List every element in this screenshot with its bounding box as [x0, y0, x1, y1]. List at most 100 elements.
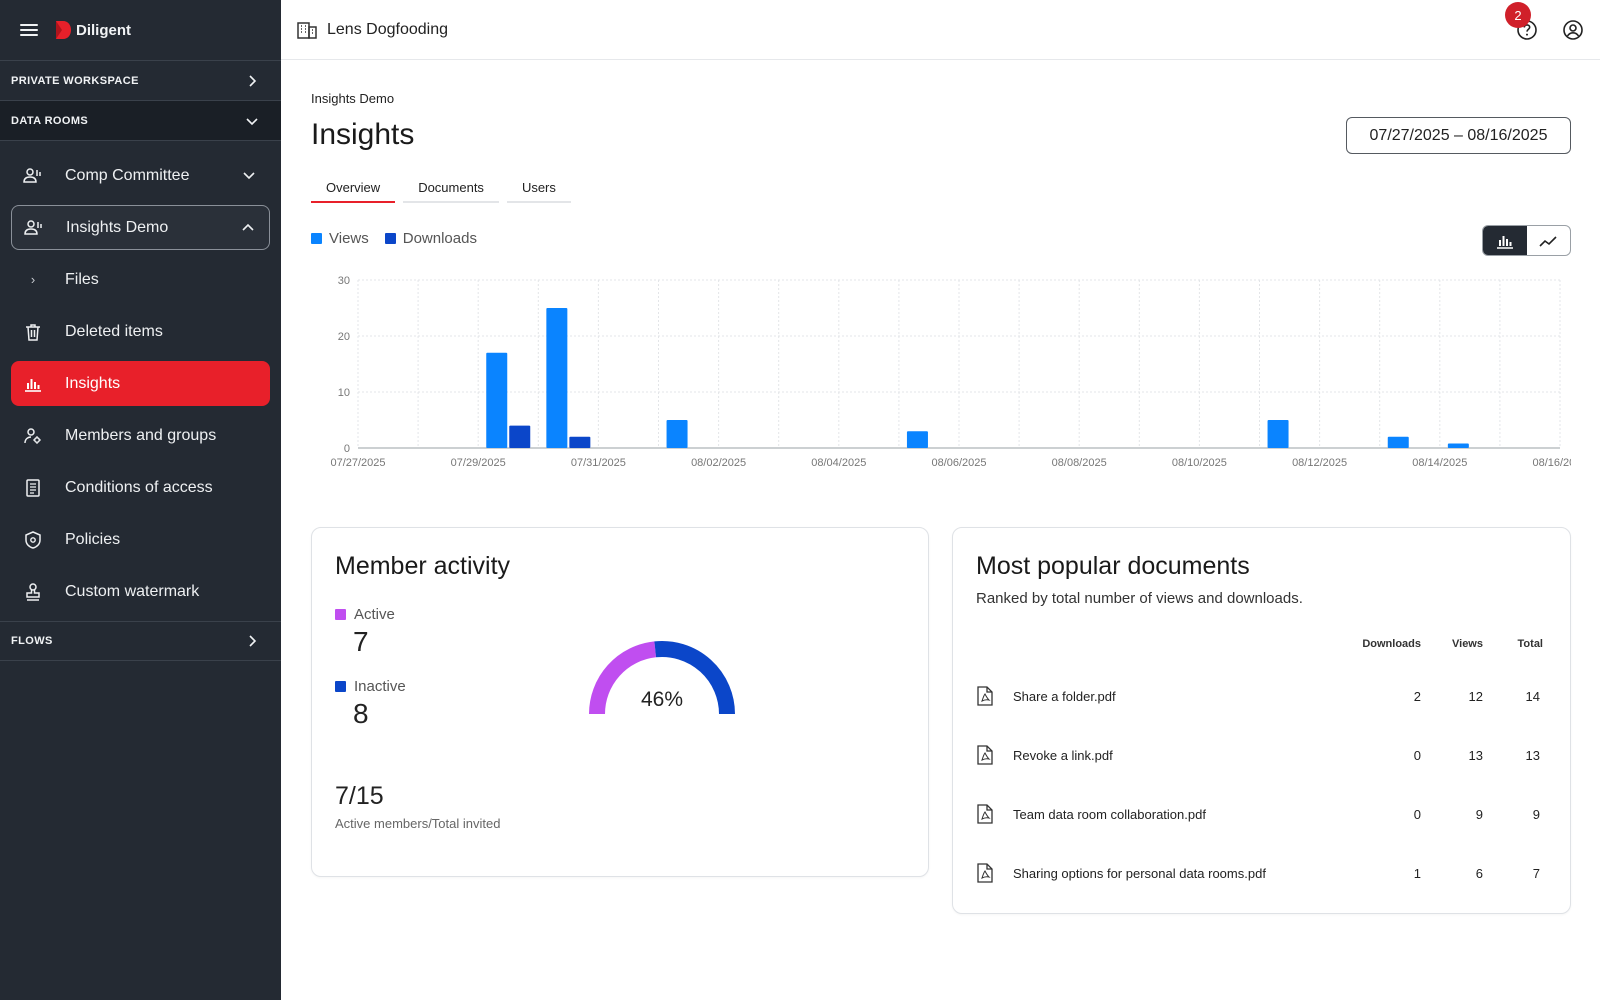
bar-views-08/13/2025[interactable] — [1387, 436, 1409, 448]
active-label: Active — [354, 606, 395, 623]
bar-chart-icon — [23, 374, 43, 394]
flows-label: FLOWS — [11, 635, 53, 647]
chevron-right-icon — [249, 74, 257, 87]
bar-views-08/14/2025[interactable] — [1447, 443, 1469, 448]
bar-downloads-07/30/2025[interactable] — [569, 436, 591, 448]
sidebar-item-custom-watermark[interactable]: Custom watermark — [11, 569, 270, 614]
document-row[interactable]: Sharing options for personal data rooms.… — [953, 853, 1572, 893]
active-swatch — [335, 609, 346, 620]
column-header-total[interactable]: Total — [1517, 638, 1543, 650]
column-header-views[interactable]: Views — [1452, 638, 1483, 650]
line-chart-toggle[interactable] — [1527, 226, 1571, 255]
document-downloads: 1 — [1413, 865, 1421, 881]
document-list-icon — [23, 478, 43, 498]
active-ratio-label: Active members/Total invited — [335, 816, 501, 831]
bar-views-08/01/2025[interactable] — [666, 420, 688, 448]
tab-users[interactable]: Users — [506, 172, 571, 203]
sidebar-nav: Comp Committee Insights Demo › Files Del… — [0, 140, 281, 614]
bar-views-08/05/2025[interactable] — [906, 431, 928, 448]
document-total: 13 — [1525, 747, 1540, 763]
x-tick-label: 08/14/2025 — [1412, 457, 1467, 469]
building-icon — [297, 21, 317, 39]
account-button[interactable] — [1551, 8, 1595, 52]
page-title: Insights — [311, 118, 415, 151]
sidebar-item-insights-demo[interactable]: Insights Demo — [11, 205, 270, 250]
pdf-file-icon — [977, 686, 993, 706]
sidebar-item-label: Policies — [65, 530, 121, 548]
active-value: 7 — [353, 626, 369, 657]
pdf-file-icon — [977, 745, 993, 765]
top-bar: Lens Dogfooding 2 — [281, 0, 1600, 60]
x-tick-label: 08/12/2025 — [1292, 457, 1347, 469]
bar-chart-toggle[interactable] — [1483, 226, 1527, 255]
inactive-swatch — [335, 681, 346, 692]
inactive-label-row: Inactive — [335, 678, 406, 695]
legend-label-views: Views — [329, 230, 369, 247]
sidebar-item-label: Members and groups — [65, 426, 217, 444]
column-header-downloads[interactable]: Downloads — [1362, 638, 1421, 650]
legend-item-views[interactable]: Views — [311, 230, 369, 247]
data-rooms-label: DATA ROOMS — [11, 114, 89, 127]
bar-views-08/11/2025[interactable] — [1267, 420, 1289, 448]
sidebar-item-deleted-items[interactable]: Deleted items — [11, 309, 270, 354]
document-total: 9 — [1532, 806, 1540, 822]
notification-badge: 2 — [1505, 2, 1531, 28]
popular-documents-card: Most popular documents Ranked by total n… — [952, 527, 1571, 914]
legend-label-downloads: Downloads — [402, 230, 477, 247]
sidebar-item-insights[interactable]: Insights — [11, 361, 270, 406]
chart-legend: Views Downloads — [311, 230, 477, 247]
help-button[interactable]: 2 — [1505, 2, 1549, 52]
date-range-picker[interactable]: 07/27/2025 – 08/16/2025 — [1346, 117, 1571, 154]
x-tick-label: 08/02/2025 — [691, 457, 746, 469]
sidebar: Diligent PRIVATE WORKSPACE DATA ROOMS Co… — [0, 0, 281, 1000]
tab-overview[interactable]: Overview — [311, 172, 396, 203]
document-views: 6 — [1475, 865, 1483, 881]
bar-chart-icon — [1496, 235, 1513, 249]
active-label-row: Active — [335, 606, 395, 623]
sidebar-item-conditions-of-access[interactable]: Conditions of access — [11, 465, 270, 510]
popular-documents-subtitle: Ranked by total number of views and down… — [976, 590, 1303, 607]
sidebar-item-members-and-groups[interactable]: Members and groups — [11, 413, 270, 458]
document-name: Revoke a link.pdf — [1013, 747, 1113, 763]
stamp-icon — [23, 582, 43, 602]
pdf-file-icon — [977, 863, 993, 883]
chevron-right-icon — [249, 635, 257, 647]
bar-views-07/30/2025[interactable] — [546, 308, 568, 448]
document-downloads: 0 — [1413, 806, 1421, 822]
member-activity-title: Member activity — [335, 552, 511, 580]
logo[interactable]: Diligent — [54, 20, 131, 40]
activity-gauge — [589, 641, 735, 715]
sidebar-item-files[interactable]: › Files — [11, 257, 270, 302]
top-icons: 2 — [1505, 0, 1600, 60]
sidebar-item-label: Deleted items — [65, 322, 163, 340]
people-icon — [23, 166, 43, 186]
sidebar-item-label: Insights Demo — [66, 218, 169, 236]
sidebar-item-policies[interactable]: Policies — [11, 517, 270, 562]
flows-section[interactable]: FLOWS — [0, 621, 281, 661]
tab-documents[interactable]: Documents — [403, 172, 499, 203]
diligent-logo-icon — [56, 21, 71, 39]
sidebar-item-comp-committee[interactable]: Comp Committee — [11, 153, 270, 198]
bar-views-07/29/2025[interactable] — [486, 352, 508, 448]
bar-downloads-07/29/2025[interactable] — [509, 425, 531, 448]
breadcrumb[interactable]: Insights Demo — [311, 91, 395, 106]
document-views: 12 — [1468, 688, 1483, 704]
legend-item-downloads[interactable]: Downloads — [384, 230, 477, 247]
people-icon — [24, 218, 44, 238]
sidebar-item-label: Comp Committee — [65, 166, 190, 184]
chevron-up-icon — [242, 223, 254, 231]
user-gear-icon — [23, 426, 43, 446]
sidebar-item-label: Files — [65, 270, 99, 288]
gauge-active-arc — [589, 641, 657, 715]
org-name[interactable]: Lens Dogfooding — [327, 20, 448, 38]
document-row[interactable]: Share a folder.pdf 2 12 14 — [953, 676, 1572, 716]
data-rooms-section[interactable]: DATA ROOMS — [0, 100, 281, 140]
x-tick-label: 08/04/2025 — [811, 457, 866, 469]
document-row[interactable]: Revoke a link.pdf 0 13 13 — [953, 735, 1572, 775]
private-workspace-section[interactable]: PRIVATE WORKSPACE — [0, 60, 281, 100]
chevron-right-icon: › — [30, 272, 36, 287]
hamburger-menu-icon[interactable] — [20, 23, 40, 37]
document-total: 14 — [1525, 688, 1540, 704]
document-row[interactable]: Team data room collaboration.pdf 0 9 9 — [953, 794, 1572, 834]
y-tick-label: 10 — [338, 387, 350, 399]
